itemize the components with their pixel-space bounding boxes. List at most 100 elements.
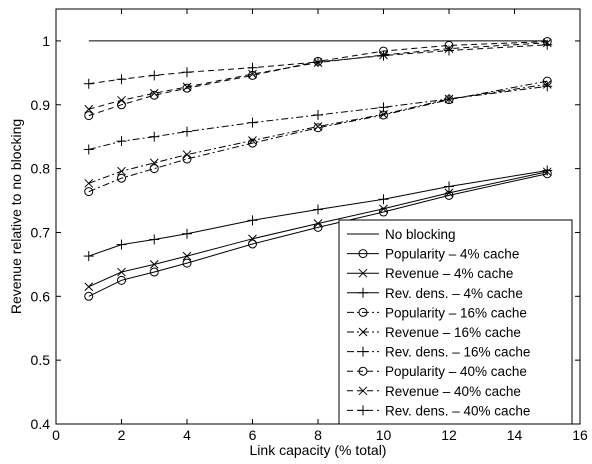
x-tick-label: 10 [376, 427, 392, 443]
data-point-plus [247, 215, 258, 226]
data-point-x [149, 88, 159, 98]
data-point-circle [84, 111, 94, 121]
legend-item: Popularity – 40% cache [347, 364, 527, 379]
data-point-plus [149, 131, 160, 142]
legend-item: Rev. dens. – 16% cache [347, 345, 530, 360]
legend-label: Revenue – 16% cache [385, 325, 521, 340]
data-point-plus [149, 234, 160, 245]
data-point-x [379, 204, 388, 214]
data-point-x [149, 260, 159, 269]
legend-item: Revenue – 16% cache [347, 325, 521, 340]
legend-label: Popularity – 40% cache [385, 364, 527, 379]
data-point-plus [182, 126, 192, 137]
data-point-plus [542, 39, 553, 50]
series-line [88, 80, 548, 193]
data-point-plus [116, 74, 127, 85]
data-point-x [117, 166, 126, 176]
data-point-x [84, 282, 94, 292]
legend-item: Popularity – 16% cache [347, 305, 527, 320]
data-point-x [379, 109, 388, 119]
data-point-plus [378, 194, 389, 205]
data-point-circle [313, 123, 323, 133]
data-point-x [358, 386, 368, 396]
data-point-plus [358, 405, 368, 416]
data-point-plus [313, 109, 323, 120]
data-point-circle [248, 239, 257, 249]
data-point-x [182, 150, 192, 159]
data-point-x [117, 95, 126, 105]
series-3 [83, 165, 553, 262]
data-point-plus [378, 50, 389, 61]
data-point-plus [444, 94, 454, 105]
series-line [88, 42, 548, 110]
data-point-plus [444, 181, 454, 192]
data-point-plus [149, 70, 160, 81]
y-tick-label: 0.6 [31, 288, 51, 304]
data-point-plus [247, 117, 258, 128]
series-2 [84, 167, 552, 292]
series-line [88, 173, 548, 297]
y-tick-label: 0.9 [31, 97, 51, 113]
data-point-x [182, 251, 192, 261]
legend-label: No blocking [385, 227, 456, 242]
data-point-circle [149, 267, 159, 277]
data-point-x [84, 178, 94, 188]
legend-item: Popularity – 4% cache [347, 247, 519, 262]
data-point-plus [378, 102, 389, 113]
data-point-circle [358, 366, 368, 376]
legend: No blocking Popularity – 4% cache Revenue … [338, 219, 573, 425]
data-point-circle [84, 187, 94, 197]
data-point-plus [358, 346, 368, 357]
data-point-x [313, 219, 323, 228]
data-point-plus [542, 81, 553, 92]
data-point-x [358, 327, 368, 337]
x-tick-label: 2 [118, 427, 126, 443]
series-9 [83, 39, 553, 89]
y-tick-label: 1 [42, 33, 50, 49]
data-point-x [313, 122, 323, 131]
legend-label: Revenue – 4% cache [385, 266, 513, 281]
data-point-plus [83, 78, 94, 89]
data-point-circle [149, 90, 159, 100]
legend-item: Rev. dens. – 4% cache [347, 286, 523, 301]
data-point-circle [182, 83, 192, 93]
x-tick-label: 14 [507, 427, 523, 443]
data-point-plus [182, 67, 192, 78]
ticks-layer: 0 2 4 6 8 10 12 14 16 0.4 0.5 0.6 0.7 0.8 0.9 1 [31, 9, 588, 443]
x-tick-label: 4 [183, 427, 191, 443]
data-point-plus [313, 204, 323, 215]
data-point-plus [444, 45, 454, 56]
data-point-circle [358, 307, 368, 317]
y-axis-title: Revenue relative to no blocking [8, 119, 24, 314]
data-point-circle [248, 138, 257, 148]
y-tick-label: 0.5 [31, 352, 51, 368]
data-point-x [248, 136, 257, 145]
data-point-plus [83, 144, 94, 155]
data-point-x [444, 188, 454, 198]
legend-item: No blocking [347, 227, 456, 242]
data-point-circle [182, 258, 192, 268]
data-point-plus [116, 239, 127, 250]
x-axis-title: Link capacity (% total) [250, 442, 387, 458]
data-point-circle [117, 173, 126, 183]
data-point-circle [84, 291, 94, 301]
x-tick-label: 6 [249, 427, 257, 443]
y-tick-label: 0.7 [31, 224, 51, 240]
data-point-x [149, 158, 159, 168]
data-point-x [182, 82, 192, 92]
legend-label: Rev. dens. – 40% cache [385, 403, 530, 418]
legend-item: Rev. dens. – 40% cache [347, 403, 530, 418]
y-tick-label: 0.4 [31, 416, 51, 432]
data-point-x [117, 267, 126, 277]
data-point-circle [149, 164, 159, 174]
data-point-circle [117, 275, 126, 285]
x-tick-label: 8 [314, 427, 322, 443]
data-point-circle [182, 154, 192, 164]
data-point-plus [358, 287, 368, 298]
legend-label: Popularity – 4% cache [385, 247, 519, 262]
series-line [88, 41, 548, 117]
x-tick-label: 0 [52, 427, 60, 443]
data-point-plus [83, 251, 94, 262]
legend-item: Revenue – 40% cache [347, 384, 521, 399]
